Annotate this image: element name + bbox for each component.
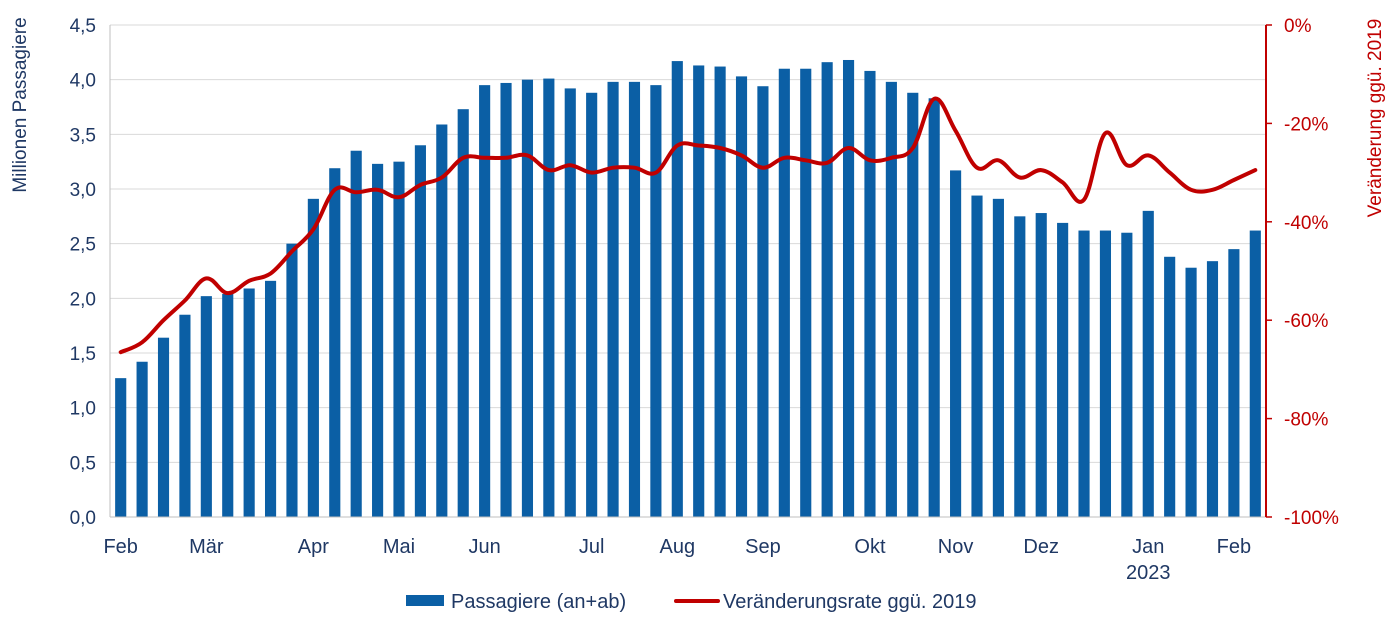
left-tick-label: 3,0	[70, 180, 96, 201]
bar	[650, 85, 662, 517]
bar	[1014, 216, 1026, 518]
bar	[1057, 222, 1069, 518]
left-tick-label: 4,0	[70, 71, 96, 92]
bar	[1206, 261, 1219, 517]
bar	[800, 68, 812, 517]
bar	[1099, 230, 1112, 517]
bar	[1121, 232, 1133, 517]
right-tick-label: -60%	[1284, 311, 1328, 332]
x-tick-label: Okt	[854, 536, 886, 558]
bar	[1228, 249, 1240, 517]
left-tick-label: 1,0	[70, 399, 96, 420]
left-tick-label: 3,5	[70, 125, 96, 146]
bar	[1164, 256, 1176, 517]
x-tick-label: Apr	[298, 536, 329, 558]
bar	[372, 163, 384, 517]
x-axis-ticks: Feb Mär Apr Mai Jun Jul Aug Sep Okt Nov Dez Jan Feb 2…	[103, 536, 1251, 584]
bar	[842, 59, 855, 518]
bar	[693, 65, 705, 517]
bar	[393, 161, 405, 517]
legend-line-label: Veränderungsrate ggü. 2019	[723, 591, 977, 613]
legend-bar-swatch	[406, 595, 444, 606]
right-axis-title: Veränderung ggü. 2019	[1365, 19, 1386, 218]
change-rate-line	[118, 96, 1258, 355]
x-tick-label: Jun	[469, 536, 501, 558]
bar	[157, 337, 170, 517]
x-tick-label: Feb	[1217, 536, 1251, 558]
bar	[778, 68, 790, 517]
left-tick-label: 2,5	[70, 235, 96, 256]
bar	[928, 98, 940, 518]
x-tick-label: Sep	[745, 536, 781, 558]
x-tick-label: Aug	[659, 536, 695, 558]
bar	[714, 66, 726, 518]
bar	[671, 61, 683, 517]
x-tick-label: Feb	[103, 536, 137, 558]
x-tick-label: Mär	[189, 536, 224, 558]
legend-bar-label: Passagiere (an+ab)	[451, 591, 626, 613]
bar	[821, 62, 833, 517]
bar	[907, 92, 919, 517]
bar	[115, 378, 127, 517]
bar	[222, 293, 234, 517]
bar	[329, 168, 341, 517]
bar	[971, 195, 983, 517]
bar	[457, 109, 469, 517]
line-series	[118, 96, 1258, 355]
bar	[1142, 210, 1154, 517]
bar	[757, 86, 769, 517]
left-tick-label: 0,0	[70, 508, 96, 529]
x-tick-label: Jan	[1132, 536, 1164, 558]
bar	[521, 79, 534, 518]
bar	[286, 243, 298, 517]
x-tick-label: Jul	[579, 536, 605, 558]
x-year-label: 2023	[1126, 562, 1171, 584]
bar	[1035, 213, 1047, 517]
x-tick-label: Dez	[1023, 536, 1059, 558]
bar	[179, 314, 191, 517]
right-tick-label: 0%	[1284, 16, 1312, 37]
bar	[1185, 267, 1197, 517]
left-axis-ticks: 0,0 0,5 1,0 1,5 2,0 2,5 3,0 3,5 4,0 4,5	[70, 16, 96, 529]
bar	[200, 296, 212, 517]
bar	[243, 288, 255, 517]
x-tick-label: Mai	[383, 536, 415, 558]
bar	[350, 150, 362, 517]
bar	[586, 92, 598, 517]
axes	[109, 25, 1267, 518]
x-tick-label: Nov	[938, 536, 974, 558]
right-tick-label: -100%	[1284, 508, 1339, 529]
right-axis-ticks: -100% -80% -60% -40% -20% 0%	[1266, 16, 1339, 529]
bar	[414, 145, 426, 517]
legend: Passagiere (an+ab) Veränderungsrate ggü.…	[406, 591, 977, 613]
bar	[607, 81, 619, 517]
bar	[885, 81, 897, 517]
left-tick-label: 0,5	[70, 453, 96, 474]
right-tick-label: -20%	[1284, 114, 1328, 135]
left-axis-title: Millionen Passagiere	[10, 17, 31, 192]
bar	[479, 85, 491, 517]
bar	[950, 170, 962, 517]
left-tick-label: 4,5	[70, 16, 96, 37]
bar	[628, 81, 641, 517]
bar	[543, 78, 555, 517]
bar	[735, 76, 748, 518]
right-tick-label: -40%	[1284, 213, 1328, 234]
bar	[500, 82, 512, 518]
gridlines	[110, 24, 1266, 463]
left-tick-label: 1,5	[70, 344, 96, 365]
bar	[564, 88, 576, 517]
bar	[1078, 230, 1090, 517]
bar	[1249, 230, 1261, 517]
right-tick-label: -80%	[1284, 410, 1328, 431]
left-tick-label: 2,0	[70, 289, 96, 310]
bar	[264, 280, 277, 517]
bar-series	[115, 59, 1261, 518]
bar	[992, 198, 1004, 517]
bar	[136, 361, 148, 517]
bar	[436, 124, 448, 517]
bar	[307, 198, 319, 517]
bar	[864, 70, 876, 518]
